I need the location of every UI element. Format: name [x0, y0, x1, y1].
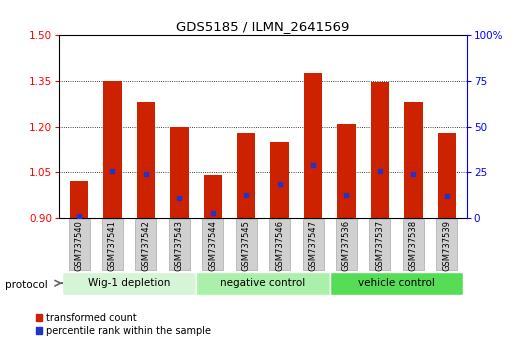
Text: GSM737537: GSM737537 [376, 220, 384, 271]
Bar [170, 126, 189, 218]
Bar [237, 133, 255, 218]
FancyBboxPatch shape [63, 272, 196, 295]
Bar [70, 181, 88, 218]
Text: GSM737542: GSM737542 [142, 220, 150, 271]
FancyBboxPatch shape [235, 219, 256, 270]
FancyBboxPatch shape [403, 219, 424, 270]
FancyBboxPatch shape [369, 219, 390, 270]
Bar [204, 175, 222, 218]
Text: GSM737546: GSM737546 [275, 220, 284, 271]
Bar [270, 142, 289, 218]
Bar [438, 133, 456, 218]
FancyBboxPatch shape [135, 219, 156, 270]
FancyBboxPatch shape [202, 219, 223, 270]
FancyBboxPatch shape [102, 219, 123, 270]
Bar [304, 73, 322, 218]
FancyBboxPatch shape [196, 272, 330, 295]
Text: GSM737545: GSM737545 [242, 220, 251, 271]
Text: negative control: negative control [220, 278, 306, 288]
FancyBboxPatch shape [303, 219, 324, 270]
Text: GSM737541: GSM737541 [108, 220, 117, 271]
FancyBboxPatch shape [330, 272, 463, 295]
FancyBboxPatch shape [169, 219, 190, 270]
FancyBboxPatch shape [69, 219, 90, 270]
Text: GSM737544: GSM737544 [208, 220, 218, 271]
FancyBboxPatch shape [336, 219, 357, 270]
Title: GDS5185 / ILMN_2641569: GDS5185 / ILMN_2641569 [176, 20, 349, 33]
Bar [103, 81, 122, 218]
Bar [371, 82, 389, 218]
Text: GSM737540: GSM737540 [74, 220, 84, 271]
Text: GSM737543: GSM737543 [175, 220, 184, 271]
Text: Wig-1 depletion: Wig-1 depletion [88, 278, 170, 288]
Bar [404, 102, 423, 218]
Text: GSM737539: GSM737539 [442, 220, 451, 271]
Text: GSM737536: GSM737536 [342, 220, 351, 271]
Legend: transformed count, percentile rank within the sample: transformed count, percentile rank withi… [35, 313, 211, 336]
FancyBboxPatch shape [436, 219, 457, 270]
Bar [337, 124, 356, 218]
Text: GSM737547: GSM737547 [308, 220, 318, 271]
FancyBboxPatch shape [269, 219, 290, 270]
Text: protocol: protocol [5, 280, 48, 290]
Bar [137, 102, 155, 218]
Text: GSM737538: GSM737538 [409, 220, 418, 271]
Text: vehicle control: vehicle control [358, 278, 435, 288]
